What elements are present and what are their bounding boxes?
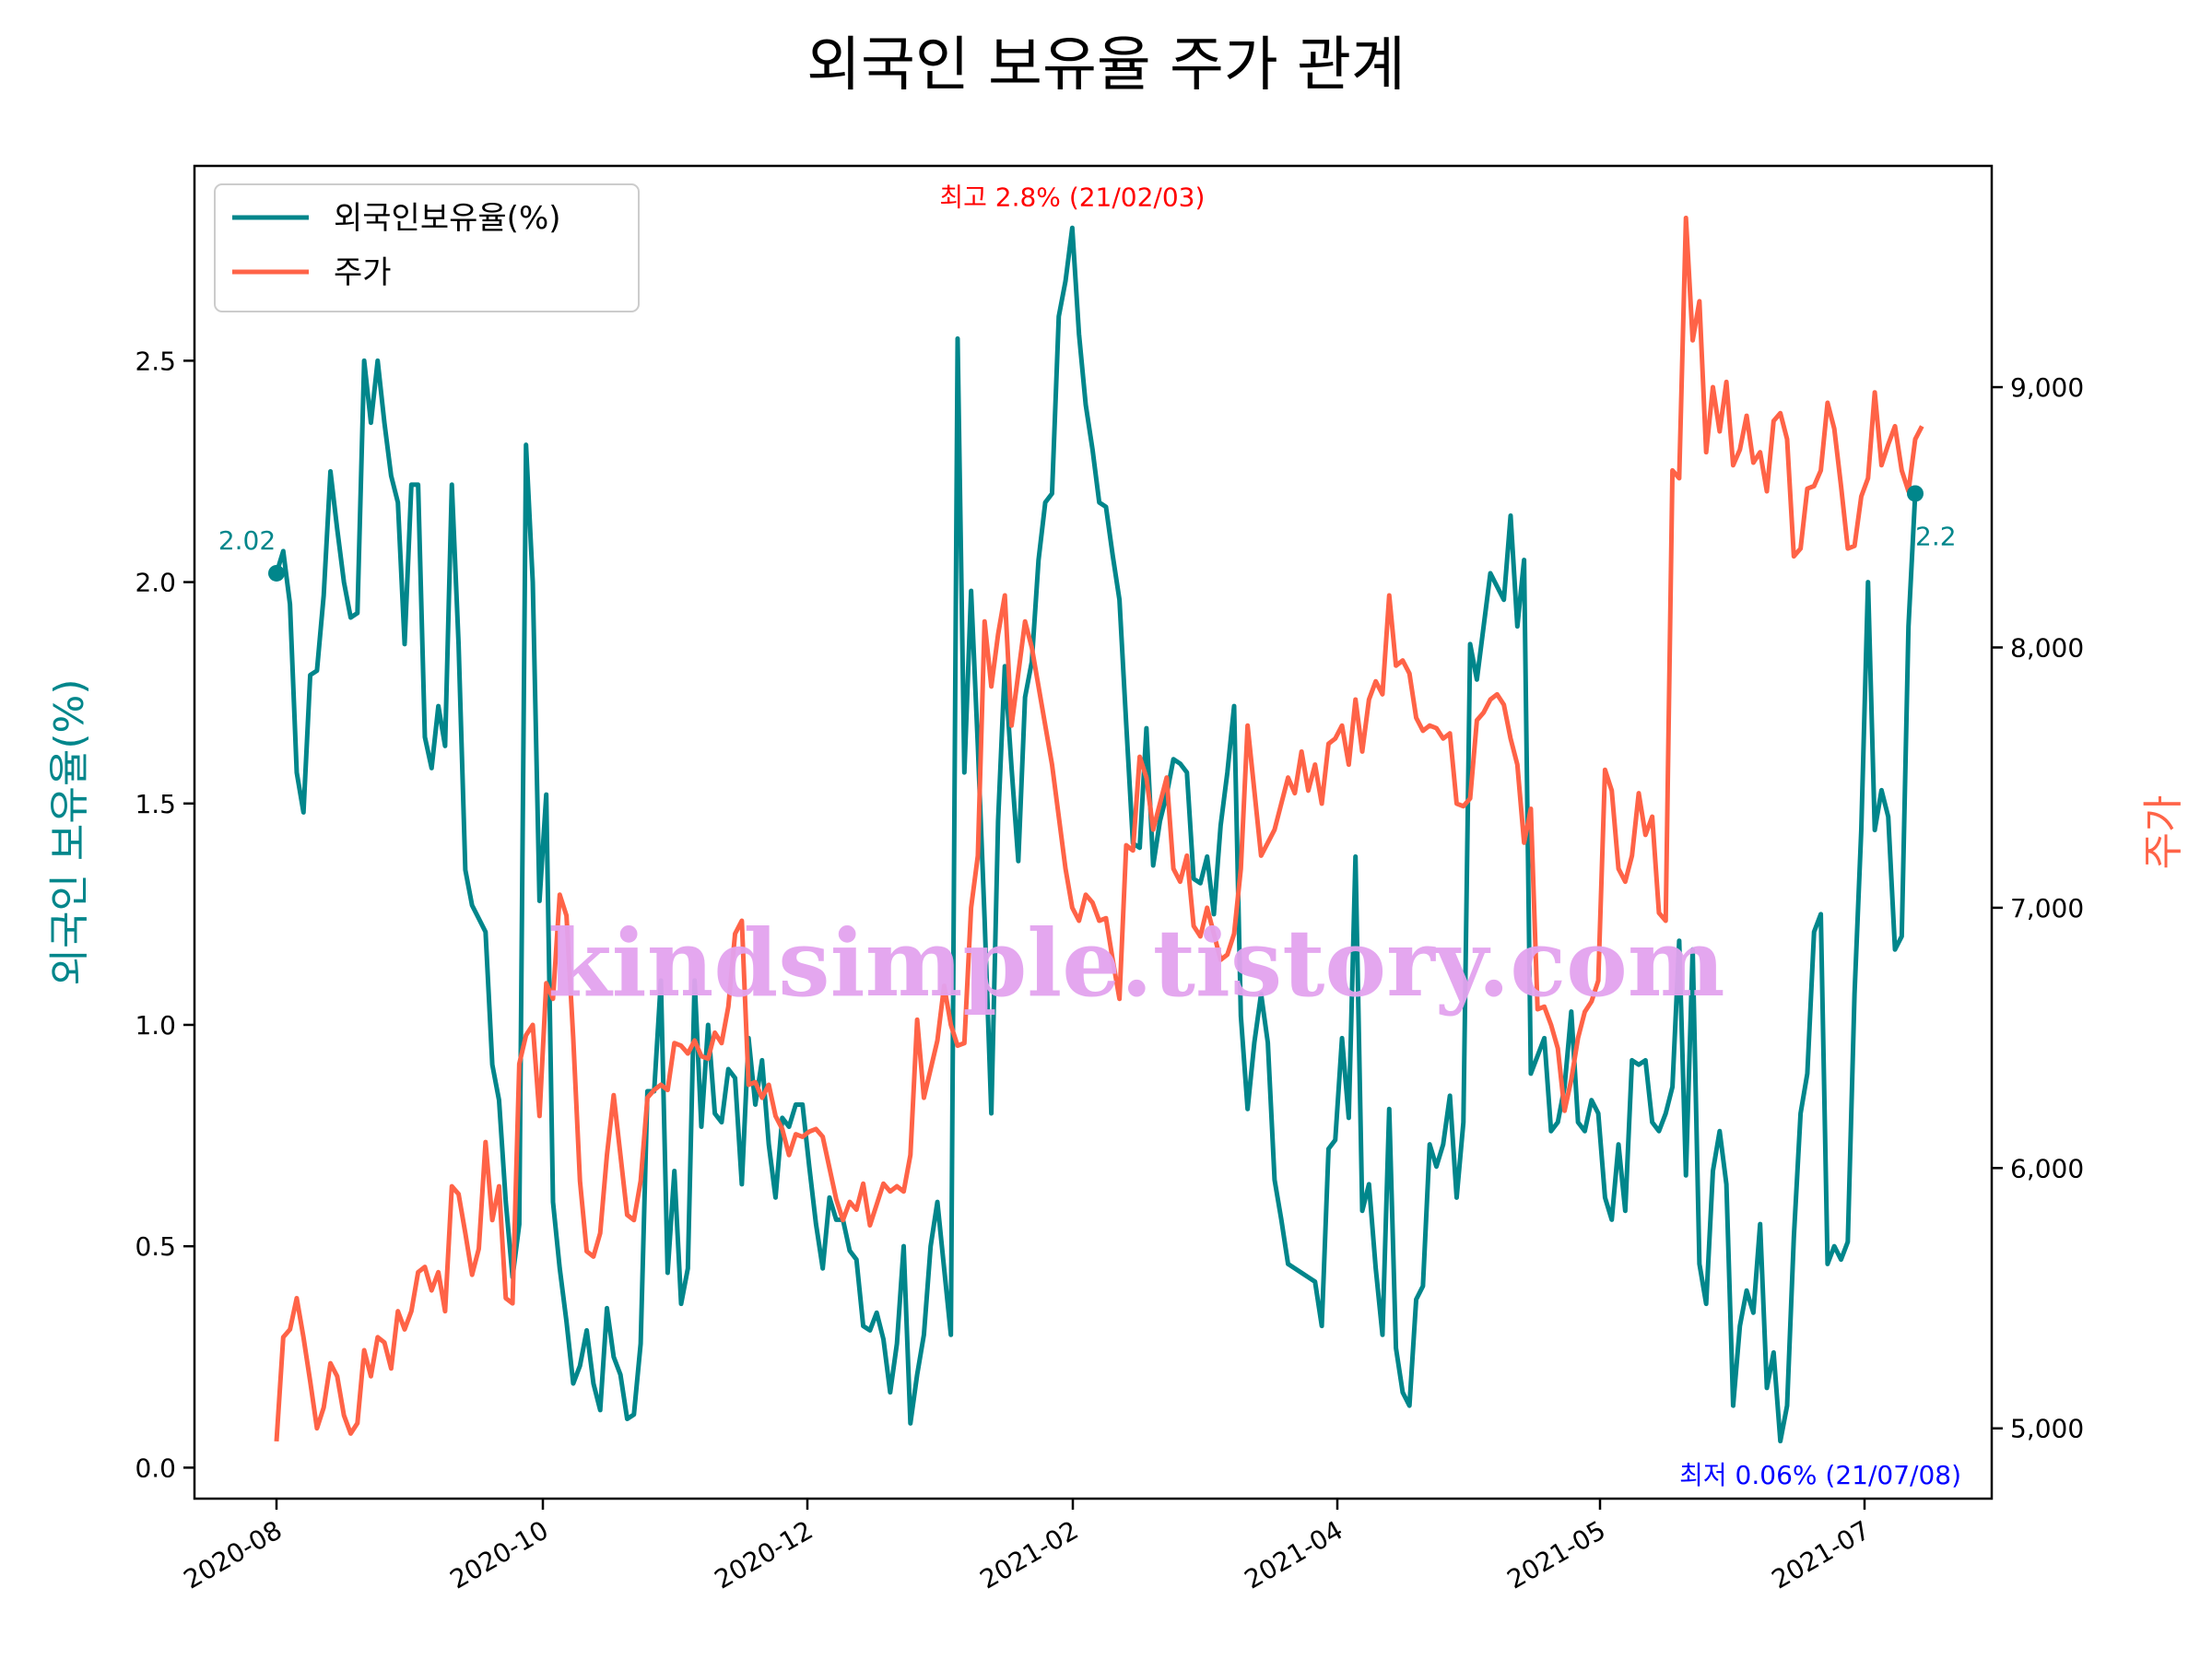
x-tick-label: 2020-08 xyxy=(179,1514,288,1594)
y-axis-left-label: 외국인 보유율(%) xyxy=(46,678,93,985)
series-line-foreign-ownership xyxy=(274,225,1918,1444)
watermark: kindsimple.tistory.com xyxy=(547,909,1724,1018)
y-axis-left: 0.0 0.5 1.0 1.5 2.0 2.5 xyxy=(135,346,194,1483)
legend-box xyxy=(214,183,640,312)
chart-title: 외국인 보유율 주가 관계 xyxy=(806,31,1406,100)
y-right-tick-label: 7,000 xyxy=(2010,893,2084,924)
y-axis-right-label: 주가 xyxy=(2140,795,2187,870)
legend: 외국인보유율(%) 주가 xyxy=(214,183,640,312)
legend-label-foreign: 외국인보유율(%) xyxy=(334,200,561,237)
x-axis: 2020-08 2020-10 2020-12 2021-02 2021-04 2021-… xyxy=(179,1499,1876,1595)
start-point-marker xyxy=(268,564,285,582)
y-left-tick-label: 1.0 xyxy=(135,1010,176,1041)
legend-label-price: 주가 xyxy=(334,254,392,291)
min-annotation: 최저 0.06% (21/07/08) xyxy=(1679,1460,1961,1490)
x-tick-label: 2021-04 xyxy=(1240,1514,1348,1594)
start-value-label: 2.02 xyxy=(218,525,276,556)
end-value-label: 2.2 xyxy=(1915,521,1957,551)
y-left-tick-label: 0.5 xyxy=(135,1231,176,1262)
max-annotation: 최고 2.8% (21/02/03) xyxy=(939,182,1205,212)
y-left-tick-label: 2.0 xyxy=(135,568,176,598)
x-tick-label: 2021-05 xyxy=(1502,1514,1611,1594)
y-right-tick-label: 9,000 xyxy=(2010,372,2084,403)
x-tick-label: 2020-10 xyxy=(445,1514,554,1594)
y-right-tick-label: 8,000 xyxy=(2010,632,2084,663)
y-left-tick-label: 0.0 xyxy=(135,1453,176,1483)
y-left-tick-label: 2.5 xyxy=(135,346,176,376)
series-line-stock-price xyxy=(274,215,1924,1442)
end-point-marker xyxy=(1907,485,1924,502)
y-right-tick-label: 5,000 xyxy=(2010,1414,2084,1444)
x-tick-label: 2021-02 xyxy=(975,1514,1084,1594)
x-tick-label: 2021-07 xyxy=(1767,1514,1876,1594)
x-tick-label: 2020-12 xyxy=(710,1514,818,1594)
y-axis-right: 5,000 6,000 7,000 8,000 9,000 xyxy=(1992,372,2084,1444)
y-right-tick-label: 6,000 xyxy=(2010,1153,2084,1183)
plot-frame xyxy=(193,164,1994,1500)
y-left-tick-label: 1.5 xyxy=(135,789,176,819)
